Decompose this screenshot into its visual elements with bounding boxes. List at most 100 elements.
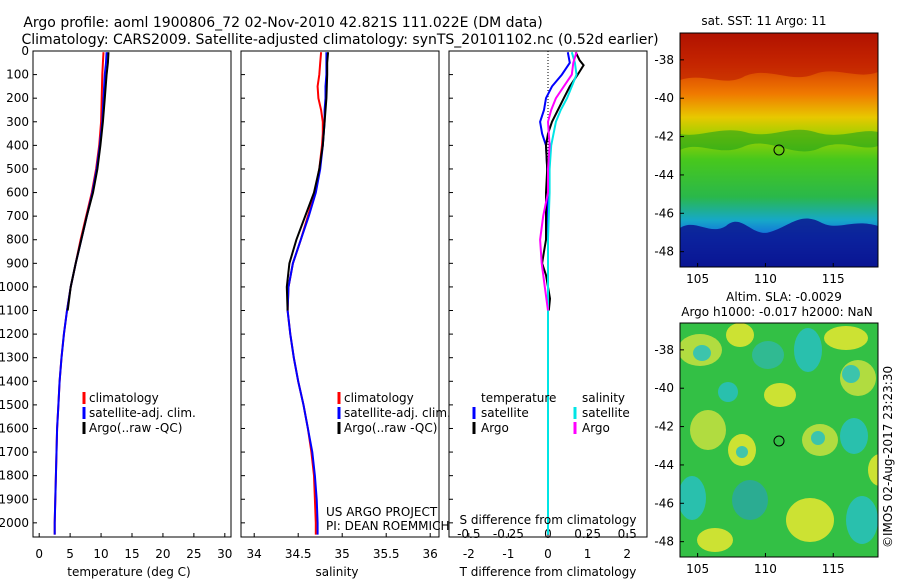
temperature-x-tick-label: 25 [186, 547, 201, 561]
lon-tick-label: 110 [754, 272, 777, 286]
lat-tick-label: -44 [654, 168, 674, 182]
series-climatology [53, 52, 105, 535]
salinity-x-tick-label: 35.5 [373, 547, 400, 561]
difference-x-tick-label: -2 [463, 547, 475, 561]
lon-tick-label: 115 [822, 272, 845, 286]
lat-tick-label: -46 [654, 496, 674, 510]
legend-label-s-argo: Argo [582, 421, 610, 435]
sla-anomaly-patch [824, 326, 868, 350]
depth-tick-label: 1500 [0, 398, 29, 412]
sla-anomaly-patch [680, 476, 706, 520]
temperature-x-axis: 0 5 10 15 20 25 30 [35, 533, 232, 561]
salinity-x-tick-label: 35 [335, 547, 350, 561]
difference-x-tick-label: 1 [584, 547, 592, 561]
sla-anomaly-patch [868, 454, 878, 486]
sla-anomaly-patch [690, 410, 726, 450]
temperature-axes-frame [32, 50, 232, 538]
temperature-x-tick-label: 15 [124, 547, 139, 561]
salinity-difference-axis: -0.5 -0.25 0 0.25 0.5 [457, 527, 637, 541]
salinity-x-tick-label: 34.5 [285, 547, 312, 561]
series-climatology [286, 52, 324, 535]
sla-map-title-line2: Argo h1000: -0.017 h2000: NaN [681, 305, 873, 319]
sst-map: sat. SST: 11 Argo: 11 -38 -40 -42 -44 -46 -48… [654, 14, 879, 286]
pi-label: PI: DEAN ROEMMICH [326, 519, 449, 533]
depth-tick-label: 1000 [0, 280, 29, 294]
series-argo-raw-qc [285, 52, 330, 311]
sla-anomaly-patch [786, 498, 834, 542]
temperature-x-tick-label: 20 [155, 547, 170, 561]
sla-anomaly-patch [840, 418, 868, 454]
project-label: US ARGO PROJECT [326, 505, 438, 519]
temperature-x-tick-label: 5 [66, 547, 74, 561]
legend-label-satellite: satellite-adj. clim. [89, 406, 196, 420]
depth-tick-label: 1800 [0, 469, 29, 483]
s-difference-tick-label: 0.25 [574, 527, 601, 541]
sla-anomaly-patch [764, 383, 796, 407]
sla-lon-axis: 105 110 115 [686, 553, 845, 576]
legend-label-t-satellite: satellite [481, 406, 529, 420]
depth-tick-label: 300 [6, 115, 29, 129]
legend-title-salinity: salinity [582, 391, 625, 405]
depth-tick-label: 1100 [0, 304, 29, 318]
lon-tick-label: 115 [822, 562, 845, 576]
sla-anomaly-patch [697, 528, 733, 552]
difference-legend: temperature satellite Argo salinity sate… [472, 391, 630, 435]
depth-tick-label: 1900 [0, 492, 29, 506]
temperature-panel: 0100200300400500600700800900100011001200… [0, 44, 232, 579]
depth-tick-label: 1300 [0, 351, 29, 365]
sla-anomaly-patch [718, 382, 738, 402]
sst-argo-marker [773, 144, 785, 156]
imos-timestamp: ©IMOS 02-Aug-2017 23:23:30 [881, 366, 895, 548]
difference-x-tick-label: 2 [623, 547, 631, 561]
lat-tick-label: -38 [654, 53, 674, 67]
series-satellite-adj-clim [53, 52, 108, 535]
sst-lat-axis: -38 -40 -42 -44 -46 -48 [654, 53, 684, 259]
series-s-argo [539, 51, 578, 311]
sst-map-title: sat. SST: 11 Argo: 11 [701, 14, 826, 28]
difference-x-axis: -2 -1 0 1 2 [449, 50, 631, 561]
salinity-x-tick-label: 36 [423, 547, 438, 561]
temperature-x-tick-label: 0 [35, 547, 43, 561]
sla-anomaly-patch [794, 328, 822, 372]
legend-label-t-argo: Argo [481, 421, 509, 435]
temperature-legend: climatology satellite-adj. clim. Argo(..… [82, 391, 196, 435]
lat-tick-label: -40 [654, 91, 674, 105]
lat-tick-label: -48 [654, 245, 674, 259]
depth-tick-label: 1700 [0, 445, 29, 459]
sla-anomaly-patch [736, 446, 748, 458]
lat-tick-label: -48 [654, 535, 674, 549]
lat-tick-label: -44 [654, 458, 674, 472]
legend-label-satellite: satellite-adj. clim. [344, 406, 451, 420]
lon-tick-label: 105 [686, 272, 709, 286]
sla-map-title-line1: Altim. SLA: -0.0029 [726, 290, 842, 304]
salinity-xlabel: salinity [315, 565, 358, 579]
depth-tick-label: 1400 [0, 374, 29, 388]
salinity-panel: 34 34.5 35 35.5 36 climatology satellite-adj… [240, 50, 451, 579]
difference-series [539, 51, 585, 535]
sst-front-band [680, 129, 878, 152]
sst-warm-band [680, 33, 878, 81]
legend-label-climatology: climatology [344, 391, 414, 405]
depth-tick-label: 800 [6, 233, 29, 247]
sst-field [680, 33, 878, 267]
sst-map-frame [679, 32, 879, 268]
sla-argo-marker [773, 435, 785, 447]
temperature-series [53, 52, 110, 535]
salinity-series [285, 52, 330, 535]
sla-anomaly-patch [842, 365, 860, 383]
difference-x-tick-label: -1 [502, 547, 514, 561]
depth-tick-label: 900 [6, 256, 29, 270]
sla-lat-axis: -38 -40 -42 -44 -46 -48 [654, 343, 684, 549]
legend-title-temperature: temperature [481, 391, 556, 405]
lon-tick-label: 105 [686, 562, 709, 576]
depth-tick-label: 1200 [0, 327, 29, 341]
depth-tick-label: 700 [6, 209, 29, 223]
difference-panel: -2 -1 0 1 2 -0.5 -0.25 0 0.25 0.5 temperature sa… [448, 50, 648, 579]
series-satellite-adj-clim [286, 52, 328, 535]
s-difference-tick-label: -0.5 [457, 527, 480, 541]
s-difference-tick-label: 0.5 [618, 527, 637, 541]
legend-label-climatology: climatology [89, 391, 159, 405]
salinity-x-axis: 34 34.5 35 35.5 36 [241, 50, 438, 561]
salinity-legend: climatology satellite-adj. clim. Argo(..… [337, 391, 451, 435]
